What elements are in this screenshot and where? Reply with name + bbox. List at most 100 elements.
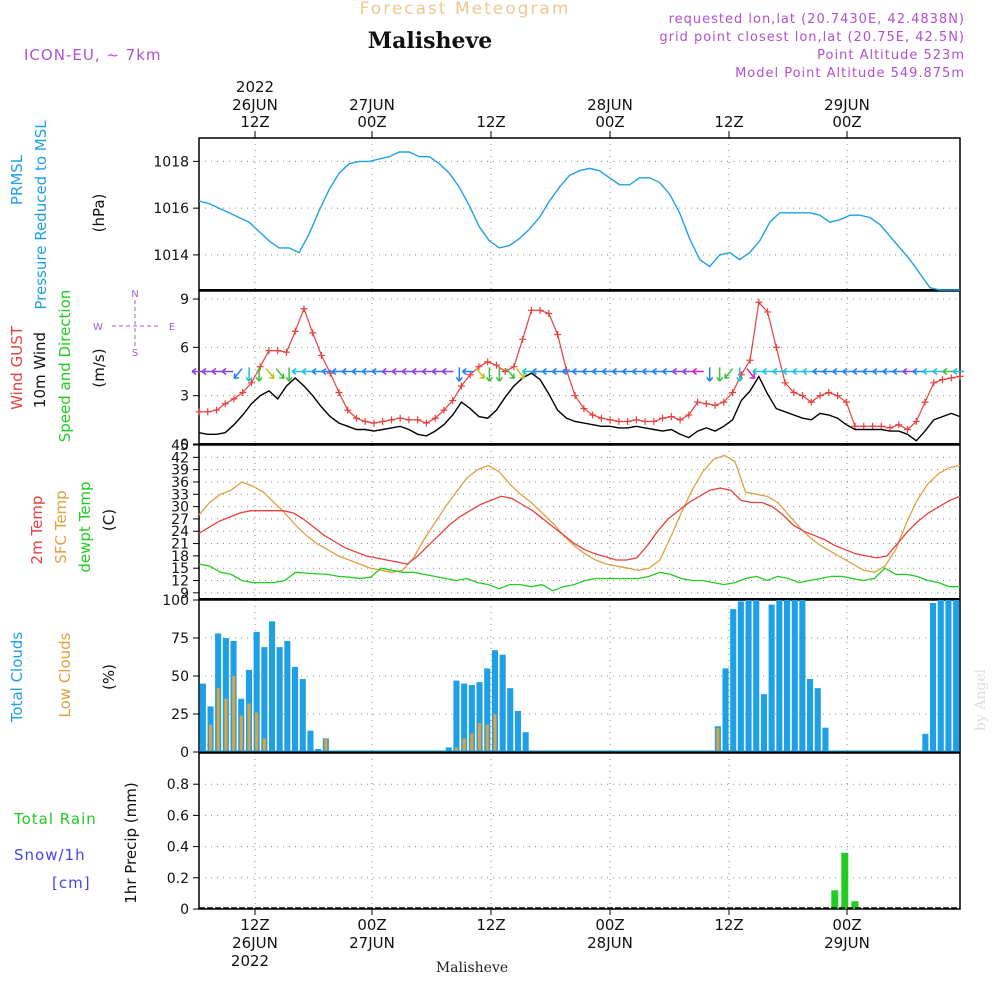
y-tick-label: 1016	[153, 201, 189, 217]
low-cloud-bar	[455, 747, 459, 751]
low-cloud-bar	[232, 676, 236, 751]
wind-direction-arrow	[662, 367, 674, 376]
gust-marker	[554, 330, 562, 338]
gust-marker	[650, 417, 658, 425]
gust-marker	[659, 414, 667, 422]
snow-label: Snow/1h	[14, 846, 86, 864]
gust-marker	[492, 361, 500, 369]
compass-e: E	[169, 322, 175, 333]
bottom-axis-tick: 12Z	[240, 916, 269, 934]
total-cloud-bar	[468, 685, 475, 751]
wind-direction-arrow	[682, 367, 694, 376]
gust-marker	[247, 379, 255, 387]
gust-marker	[764, 308, 772, 316]
wind-direction-arrow	[485, 367, 493, 382]
wind-direction-arrow	[842, 367, 855, 376]
rain-bar	[851, 901, 859, 909]
gust-marker	[239, 388, 247, 396]
grid-point-coords: grid point closest lon,lat (20.75E, 42.5…	[659, 30, 965, 45]
bottom-axis-date: 26JUN	[232, 934, 278, 952]
total-cloud-bar	[522, 732, 529, 751]
gust-marker	[816, 392, 824, 400]
gust-marker	[221, 400, 229, 408]
y-tick-label: 18	[171, 549, 189, 565]
wind-direction-arrow	[351, 367, 364, 376]
y-tick-label: 27	[171, 512, 189, 528]
wind-direction-arrow	[211, 367, 224, 376]
wind-direction-arrow	[221, 367, 234, 376]
pressure-unit: (hPa)	[90, 194, 108, 233]
wind-direction-arrow	[461, 367, 474, 376]
low-cloud-bar	[239, 715, 243, 751]
wind-direction-arrow	[201, 367, 214, 376]
low-cloud-bar	[216, 688, 220, 751]
top-axis-tick: 00Z	[595, 113, 624, 131]
wind-direction-arrow	[782, 367, 794, 376]
gust-marker	[414, 416, 422, 424]
wind-direction-arrow	[692, 367, 704, 376]
total-cloud-bar	[730, 609, 737, 751]
gust-marker	[790, 388, 798, 396]
y-tick-label: 12	[171, 574, 189, 590]
low-cloud-bar	[247, 703, 251, 751]
low-clouds-label: Low Clouds	[56, 632, 74, 717]
y-tick-label: 9	[180, 292, 189, 308]
wind-direction-arrow	[495, 367, 503, 382]
wind-direction-arrow	[902, 367, 915, 376]
prmsl-label: PRMSL	[8, 154, 26, 205]
wind-direction-arrow	[361, 367, 374, 376]
total-cloud-bar	[768, 604, 775, 751]
wind-direction-arrow	[792, 367, 804, 376]
gust-marker	[702, 400, 710, 408]
gust-marker	[606, 416, 614, 424]
total-cloud-bar	[737, 601, 744, 751]
wind-direction-arrow	[521, 367, 534, 376]
gust-marker	[842, 398, 850, 406]
gust-marker	[265, 347, 273, 355]
total-cloud-bar	[491, 650, 498, 751]
wind-direction-arrow	[505, 368, 516, 380]
top-axis-date: 29JUN	[824, 96, 870, 114]
gust-marker	[834, 392, 842, 400]
top-time-axis: 2022 26JUN 12Z 27JUN 00Z 12Z 28JUN 00Z 1…	[232, 78, 870, 131]
low-cloud-bar	[485, 724, 489, 751]
watermark: by Angel	[973, 668, 989, 731]
prmsl-long-label: Pressure Reduced to MSL	[32, 120, 50, 310]
gust-marker	[484, 358, 492, 366]
wind-direction-arrow	[752, 367, 764, 376]
wind-direction-arrow	[291, 367, 304, 376]
wind-direction-arrow	[255, 367, 263, 382]
pressure-line	[198, 151, 960, 291]
sfc-temp-label: SFC Temp	[52, 490, 70, 563]
wind-direction-arrow	[642, 367, 654, 376]
gust-marker	[694, 398, 702, 406]
y-tick-label: 100	[162, 593, 189, 609]
total-cloud-bar	[315, 749, 322, 751]
total-cloud-bar	[269, 621, 276, 751]
gust-marker	[597, 414, 605, 422]
gust-marker	[667, 413, 675, 421]
y-tick-label: 75	[171, 631, 189, 647]
model-label: ICON-EU, ~ 7km	[24, 46, 162, 64]
total-cloud-bar	[299, 679, 306, 751]
wind-direction-arrow	[401, 367, 414, 376]
gust-marker	[291, 327, 299, 335]
gust-marker	[720, 398, 728, 406]
wind-direction-arrow	[852, 367, 865, 376]
gust-marker	[711, 401, 719, 409]
wind-direction-arrow	[321, 367, 334, 376]
wind-direction-arrow	[672, 367, 684, 376]
gust-marker	[519, 335, 527, 343]
wind-direction-arrow	[475, 368, 486, 380]
requested-coords: requested lon,lat (20.7430E, 42.4838N)	[669, 12, 965, 27]
total-cloud-bar	[953, 600, 960, 751]
total-cloud-bar	[945, 600, 952, 751]
total-cloud-bar	[922, 733, 929, 751]
wind-direction-arrow	[872, 367, 885, 376]
bottom-axis-tick: 00Z	[595, 916, 624, 934]
total-cloud-bar	[814, 688, 821, 751]
top-axis-tick: 00Z	[832, 113, 861, 131]
y-tick-label: 30	[171, 500, 189, 516]
compass-w: W	[93, 322, 103, 333]
